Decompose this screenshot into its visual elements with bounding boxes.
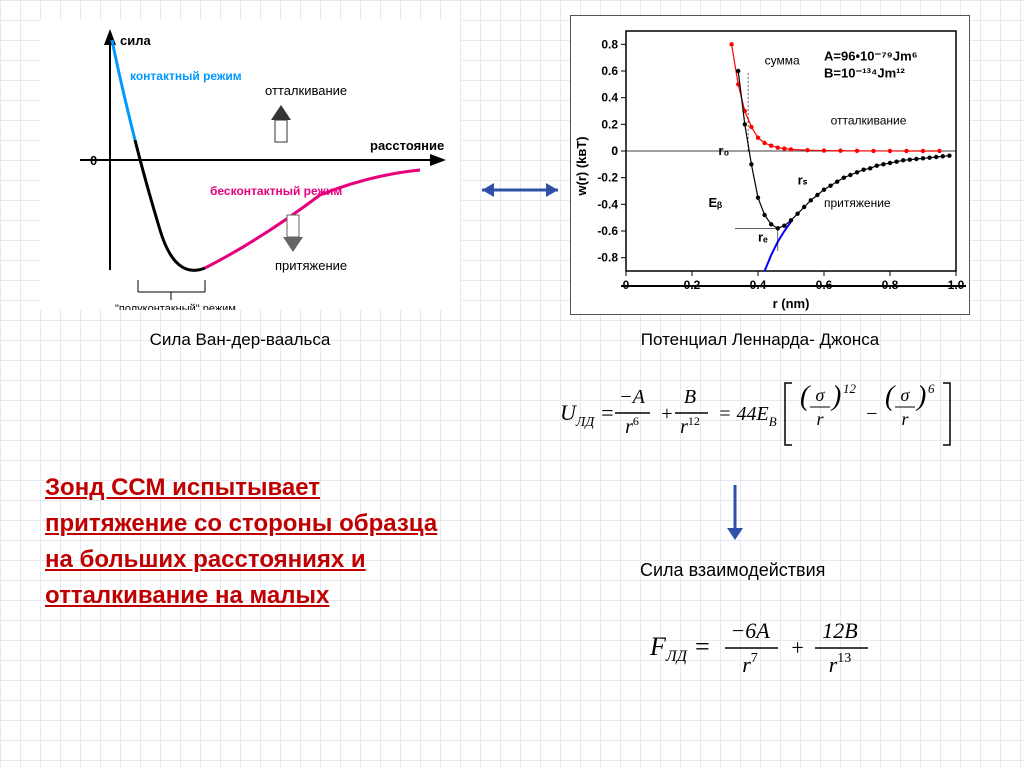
svg-text:0: 0 [611, 144, 618, 158]
svg-text:rₛ: rₛ [798, 172, 808, 187]
svg-text:-0.6: -0.6 [597, 224, 618, 238]
svg-text:12B: 12B [822, 618, 857, 643]
x-axis-label: расстояние [370, 138, 444, 153]
main-statement: Зонд ССМ испытывает притяжение со сторон… [45, 470, 465, 614]
svg-text:притяжение: притяжение [824, 196, 891, 210]
svg-text:(: ( [800, 381, 811, 412]
svg-text:w(r) (kвT): w(r) (kвT) [574, 136, 589, 196]
svg-text:FЛД =: FЛД = [650, 632, 711, 665]
repulsion-label: отталкивание [265, 83, 347, 98]
down-arrow-icon [720, 480, 750, 550]
svg-text:r13: r13 [829, 651, 852, 677]
svg-text:r: r [901, 409, 909, 429]
repulsion-arrow-icon [271, 105, 291, 142]
svg-text:0.2: 0.2 [601, 117, 618, 131]
attraction-label: притяжение [275, 258, 347, 273]
y-axis-label: сила [120, 33, 151, 48]
svg-text:B: B [684, 386, 696, 408]
svg-text:отталкивание: отталкивание [831, 113, 907, 127]
svg-text:(: ( [885, 381, 896, 412]
contact-label: контактный режим [130, 69, 242, 83]
svg-text:r (nm): r (nm) [773, 296, 810, 311]
svg-text:-0.8: -0.8 [597, 251, 618, 265]
lj-potential-equation: UЛД = −A r6 + B r12 = 44EB ( σ r ) 12 − … [560, 375, 1000, 455]
svg-text:r12: r12 [680, 414, 700, 438]
lj-svg: -0.8-0.6-0.4-0.2000.20.40.60.800.20.40.6… [571, 16, 971, 316]
left-chart-caption: Сила Ван-дер-ваальса [90, 330, 390, 350]
lj-force-equation: FЛД = −6A r7 + 12B r13 [650, 610, 910, 690]
svg-text:): ) [830, 381, 841, 412]
svg-text:+: + [660, 403, 674, 425]
interaction-force-label: Сила взаимодействия [640, 560, 825, 581]
svg-text:rₑ: rₑ [758, 230, 768, 245]
vdw-force-chart: сила расстояние 0 контактный режим беско… [40, 20, 460, 310]
right-chart-caption: Потенциал Леннарда- Джонса [570, 330, 950, 350]
svg-text:0.8: 0.8 [601, 37, 618, 51]
noncontact-label: бесконтактный режим [210, 184, 342, 198]
svg-text:σ: σ [816, 385, 826, 405]
svg-text:0.4: 0.4 [601, 91, 618, 105]
svg-text:12: 12 [843, 381, 857, 396]
svg-text:+: + [790, 635, 805, 660]
svg-text:B=10⁻¹³⁴Jm¹²: B=10⁻¹³⁴Jm¹² [824, 66, 906, 81]
zero-label: 0 [90, 153, 97, 168]
svg-text:-0.2: -0.2 [597, 171, 618, 185]
svg-text:−6A: −6A [730, 618, 770, 643]
svg-text:−A: −A [619, 386, 645, 408]
svg-text:Eᵦ: Eᵦ [709, 195, 723, 210]
svg-text:r₀: r₀ [718, 143, 729, 158]
semicontact-label: "полуконтакный" режим [115, 303, 236, 310]
svg-text:r: r [816, 409, 824, 429]
svg-text:σ: σ [901, 385, 911, 405]
svg-text:= 44EB: = 44EB [718, 403, 777, 429]
svg-text:): ) [915, 381, 926, 412]
svg-text:r7: r7 [742, 651, 758, 677]
svg-text:−: − [865, 403, 879, 425]
svg-text:6: 6 [928, 381, 935, 396]
svg-text:сумма: сумма [765, 53, 800, 67]
lj-potential-chart: -0.8-0.6-0.4-0.2000.20.40.60.800.20.40.6… [570, 15, 970, 315]
vdw-svg: сила расстояние 0 контактный режим беско… [40, 20, 460, 310]
double-arrow-icon [470, 175, 570, 205]
svg-text:-0.4: -0.4 [597, 197, 618, 211]
svg-text:r6: r6 [625, 414, 639, 438]
svg-text:UЛД =: UЛД = [560, 400, 615, 430]
svg-text:A=96•10⁻⁷⁹Jm⁶: A=96•10⁻⁷⁹Jm⁶ [824, 48, 918, 63]
svg-text:0.6: 0.6 [601, 64, 618, 78]
